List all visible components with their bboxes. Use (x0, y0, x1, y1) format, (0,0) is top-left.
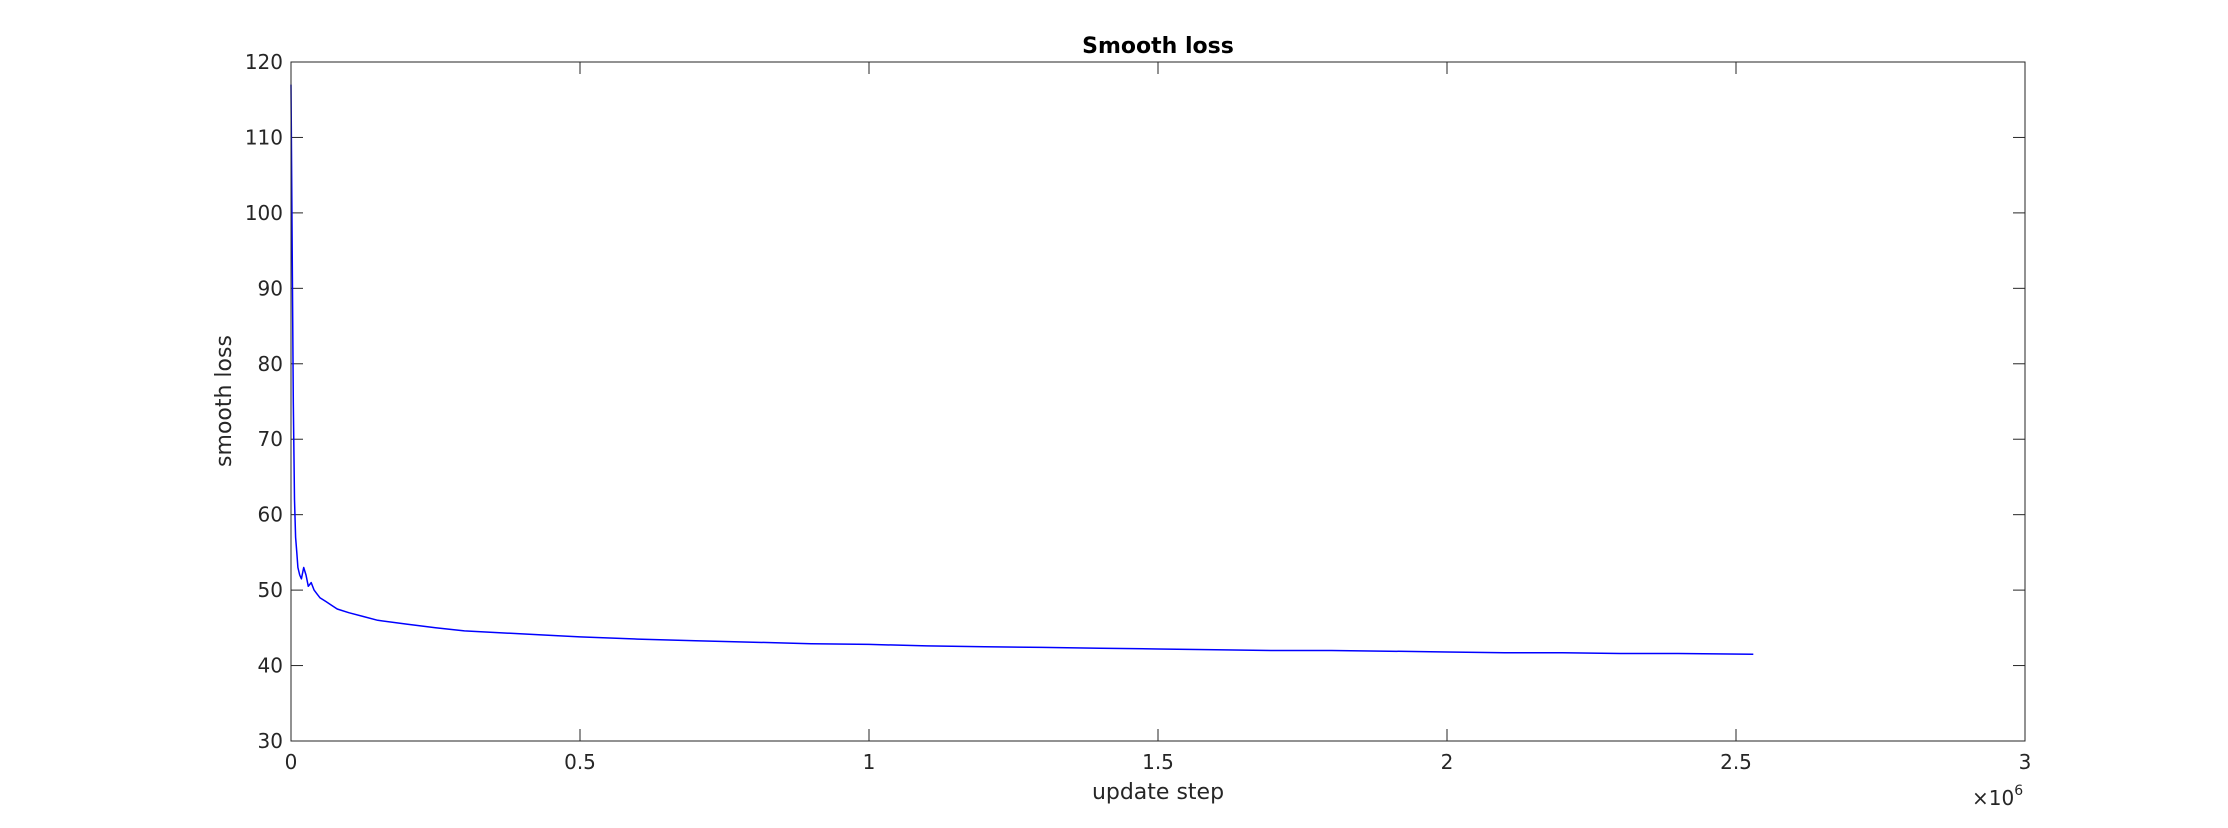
y-axis-ticks: 30 40 50 60 70 80 90 100 110 120 (245, 50, 2025, 753)
y-tick-label: 80 (258, 352, 283, 376)
chart-title: Smooth loss (1082, 34, 1234, 59)
y-tick-label: 90 (258, 276, 283, 300)
series-layer (290, 84, 1754, 655)
x-tick-label: 0.5 (564, 750, 596, 774)
y-tick-label: 40 (258, 654, 283, 678)
x-axis-multiplier: ×106 (1972, 783, 2023, 810)
y-tick-label: 70 (258, 427, 283, 451)
series-line (290, 84, 1754, 655)
x-tick-label: 2.5 (1720, 750, 1752, 774)
y-tick-label: 120 (245, 50, 283, 74)
y-tick-label: 50 (258, 578, 283, 602)
plot-area-frame (290, 61, 2026, 742)
y-tick-label: 60 (258, 503, 283, 527)
y-tick-label: 110 (245, 125, 283, 149)
x-tick-label: 2 (1441, 750, 1454, 774)
y-axis-label: smooth loss (212, 335, 237, 467)
x-tick-label: 1.5 (1142, 750, 1174, 774)
x-tick-label: 1 (863, 750, 876, 774)
x-axis-ticks: 0 0.5 1 1.5 2 2.5 3 (285, 62, 2032, 774)
x-axis-label: update step (1092, 780, 1224, 805)
x-tick-label: 3 (2019, 750, 2032, 774)
y-tick-label: 100 (245, 201, 283, 225)
y-tick-label: 30 (258, 729, 283, 753)
x-tick-label: 0 (285, 750, 298, 774)
